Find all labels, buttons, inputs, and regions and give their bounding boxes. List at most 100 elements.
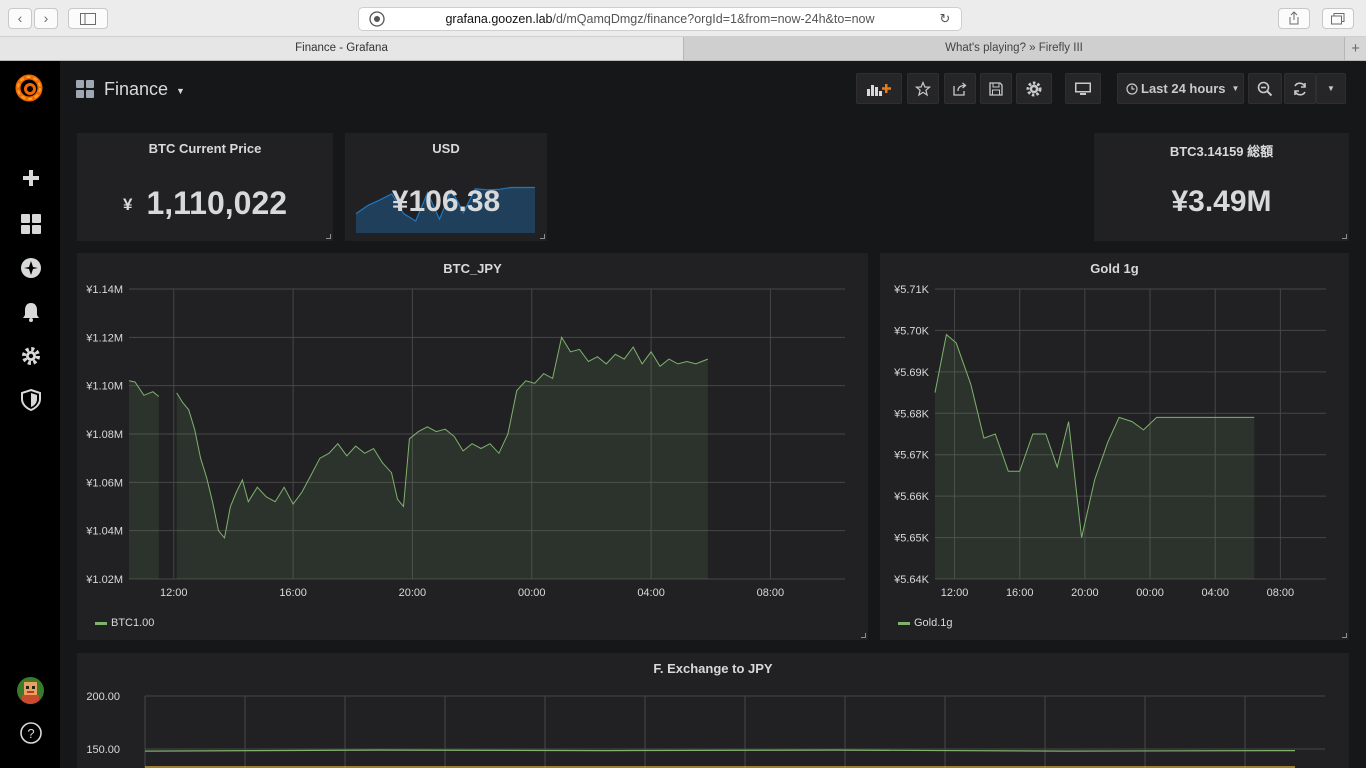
x-tick-label: 00:00	[518, 587, 546, 599]
y-tick-label: ¥5.66K	[893, 491, 930, 503]
sparkline-area	[356, 187, 535, 233]
panel-title: F. Exchange to JPY	[653, 661, 773, 676]
panel-gold-1g[interactable]: Gold 1g ¥5.71K ¥5.70K ¥5.69K ¥5.68K ¥5.67K ¥5…	[880, 253, 1349, 640]
zoom-out-icon	[1257, 81, 1273, 96]
y-tick-label: ¥1.08M	[85, 429, 123, 441]
fx-to-jpy-chart: 200.00 150.00	[86, 691, 1325, 768]
explore-icon[interactable]	[19, 256, 43, 280]
time-range-label: Last 24 hours	[1141, 81, 1226, 96]
back-button[interactable]: ‹	[8, 8, 32, 29]
gear-icon[interactable]	[19, 344, 43, 368]
x-tick-label: 00:00	[1136, 587, 1164, 599]
x-tick-label: 08:00	[757, 587, 785, 599]
refresh-button[interactable]	[1284, 73, 1316, 104]
x-tick-label: 12:00	[160, 587, 188, 599]
resize-handle[interactable]	[1342, 234, 1347, 239]
grafana-logo-icon[interactable]	[14, 73, 44, 103]
y-tick-label: ¥5.65K	[893, 533, 930, 545]
stat-value: ¥3.49M	[1171, 185, 1272, 218]
y-tick-label: ¥5.70K	[893, 325, 930, 337]
new-tab-button[interactable]: +	[1344, 37, 1366, 60]
panel-btc-jpy[interactable]: BTC_JPY ¥1.14M ¥1.12M ¥1.10M ¥1.08M ¥1.06M ¥1…	[77, 253, 868, 640]
gear-icon	[1026, 81, 1042, 96]
x-tick-label: 20:00	[399, 587, 427, 599]
x-tick-label: 16:00	[1006, 587, 1034, 599]
resize-handle[interactable]	[861, 633, 866, 638]
dashboard-title[interactable]: Finance ▼	[76, 77, 185, 101]
star-dashboard-button[interactable]	[907, 73, 939, 104]
forward-button[interactable]: ›	[34, 8, 58, 29]
panel-btc-total[interactable]: BTC3.14159 総額 ¥3.49M	[1094, 133, 1349, 241]
series-line	[934, 333, 1255, 538]
resize-handle[interactable]	[540, 234, 545, 239]
refresh-icon	[1294, 81, 1306, 96]
reload-icon[interactable]: ↻	[939, 11, 951, 26]
avatar[interactable]	[17, 677, 44, 704]
x-tick-label: 04:00	[637, 587, 665, 599]
svg-text:?: ?	[27, 726, 34, 741]
tab-finance-grafana[interactable]: Finance - Grafana	[0, 37, 683, 60]
browser-toolbar: ‹ › grafana.goozen.lab/d/mQamqDmgz/finan…	[0, 0, 1366, 37]
dashboard-settings-button[interactable]	[1016, 73, 1052, 104]
panel-title: BTC3.14159 総額	[1169, 144, 1274, 159]
series-line	[144, 749, 1296, 752]
star-icon	[915, 80, 931, 96]
help-icon[interactable]: ?	[19, 721, 43, 745]
panel-title: USD	[432, 141, 460, 156]
series-line	[176, 335, 708, 540]
legend-swatch	[95, 621, 107, 625]
sparkline	[355, 186, 535, 233]
site-settings-icon[interactable]	[369, 11, 385, 27]
panel-fx-to-jpy[interactable]: F. Exchange to JPY 200.00 150.00	[77, 653, 1349, 768]
view-mode-button[interactable]	[1065, 73, 1101, 104]
y-tick-label: 200.00	[86, 691, 120, 703]
legend-label: BTC1.00	[111, 617, 155, 629]
gold-1g-chart: ¥5.71K ¥5.70K ¥5.69K ¥5.68K ¥5.67K ¥5.66K ¥5.6…	[893, 284, 1326, 599]
panel-usd[interactable]: USD ¥106.38	[345, 133, 547, 241]
resize-handle[interactable]	[1342, 633, 1347, 638]
tab-firefly[interactable]: What's playing? » Firefly III	[683, 37, 1344, 60]
btc-jpy-chart: ¥1.14M ¥1.12M ¥1.10M ¥1.08M ¥1.06M ¥1.04M ¥1.0…	[85, 284, 845, 599]
y-tick-label: ¥5.68K	[893, 408, 930, 420]
sidebar-icon	[80, 13, 96, 25]
series-area	[129, 380, 159, 579]
y-tick-label: ¥1.14M	[85, 284, 123, 296]
share-button[interactable]	[1278, 8, 1310, 29]
share-dashboard-button[interactable]	[944, 73, 976, 104]
clock-icon	[1126, 82, 1138, 95]
panel-btc-current-price[interactable]: BTC Current Price ¥1,110,022	[77, 133, 333, 241]
tabs-icon	[1331, 13, 1345, 25]
shield-icon[interactable]	[19, 388, 43, 412]
plus-icon: +	[1351, 40, 1360, 57]
url-host: grafana.goozen.lab	[445, 12, 553, 26]
time-picker-button[interactable]: Last 24 hours ▼	[1117, 73, 1244, 104]
address-bar[interactable]: grafana.goozen.lab/d/mQamqDmgz/finance?o…	[358, 7, 962, 31]
share-icon	[953, 82, 967, 96]
zoom-out-button[interactable]	[1248, 73, 1282, 104]
add-panel-button[interactable]	[856, 73, 902, 104]
panel-title: BTC Current Price	[148, 141, 262, 156]
series-area	[176, 337, 708, 579]
url-path: /d/mQamqDmgz/finance?orgId=1&from=now-24…	[552, 12, 875, 26]
resize-handle[interactable]	[326, 234, 331, 239]
tab-strip: Finance - Grafana What's playing? » Fire…	[0, 37, 1366, 61]
dashboards-icon[interactable]	[19, 212, 43, 236]
stat-value: ¥1,110,022	[77, 185, 333, 222]
sparkline-line	[355, 186, 535, 222]
y-tick-label: ¥1.12M	[85, 332, 123, 344]
series-area	[935, 334, 1255, 579]
save-icon	[989, 81, 1003, 96]
y-tick-label: ¥5.69K	[893, 367, 930, 379]
refresh-interval-dropdown[interactable]: ▼	[1316, 73, 1346, 104]
legend-item[interactable]: Gold.1g	[898, 617, 953, 629]
legend-item[interactable]: BTC1.00	[95, 617, 154, 629]
bell-icon[interactable]	[19, 300, 43, 324]
monitor-icon	[1075, 82, 1091, 95]
x-tick-label: 20:00	[1071, 587, 1099, 599]
tabs-overview-button[interactable]	[1322, 8, 1354, 29]
y-tick-label: ¥5.71K	[893, 284, 930, 296]
save-dashboard-button[interactable]	[980, 73, 1012, 104]
plus-icon[interactable]	[19, 166, 43, 190]
sidebar-toggle-button[interactable]	[68, 8, 108, 29]
y-tick-label: ¥1.04M	[85, 526, 123, 538]
